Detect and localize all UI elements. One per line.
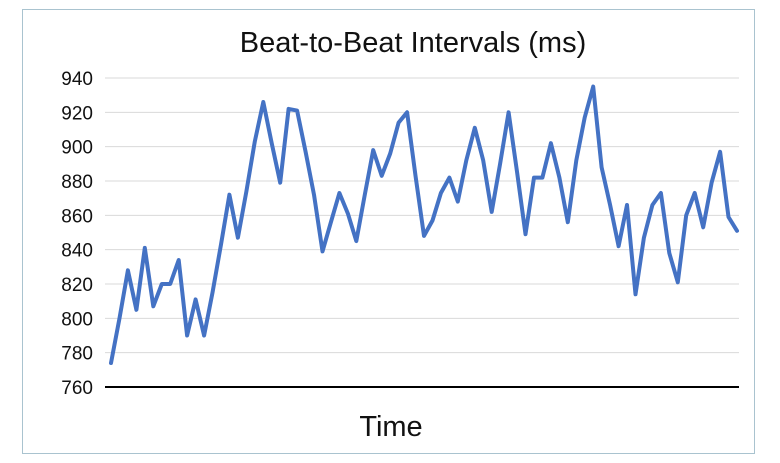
y-axis-tick-labels: 760 780 800 820 840 860 880 900 920 940: [61, 69, 93, 399]
chart-frame: Beat-to-Beat Intervals (ms) 760 780 800 820…: [22, 9, 755, 454]
y-tick-label: 920: [61, 103, 93, 124]
y-tick-label: 860: [61, 206, 93, 227]
series-line-0: [109, 84, 739, 365]
y-tick-label: 820: [61, 275, 93, 296]
y-tick-label: 840: [61, 241, 93, 262]
y-tick-label: 800: [61, 309, 93, 330]
line-chart: Beat-to-Beat Intervals (ms) 760 780 800 820…: [61, 27, 739, 443]
y-tick-label: 780: [61, 344, 93, 365]
y-tick-label: 940: [61, 69, 93, 90]
chart-title: Beat-to-Beat Intervals (ms): [240, 27, 587, 59]
series-group: [109, 84, 739, 365]
y-tick-label: 900: [61, 138, 93, 159]
x-axis-label: Time: [359, 411, 422, 443]
y-tick-label: 880: [61, 172, 93, 193]
y-tick-label: 760: [61, 378, 93, 399]
